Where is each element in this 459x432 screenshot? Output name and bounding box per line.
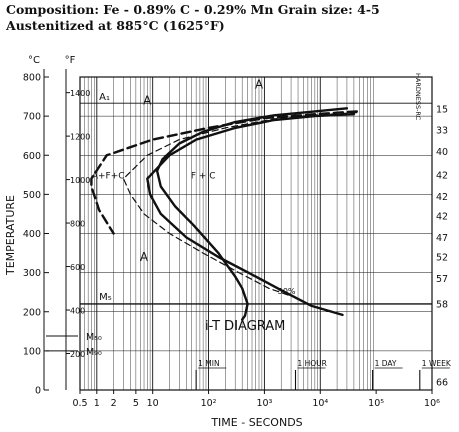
fahrenheit-tick-label: 1400 <box>70 89 90 98</box>
region-label: A <box>255 78 264 92</box>
celsius-tick-label: 600 <box>23 151 41 162</box>
celsius-tick-label: 700 <box>23 112 41 123</box>
curve-half <box>122 111 358 297</box>
fahrenheit-tick-label: 200 <box>70 350 85 359</box>
fahrenheit-tick-label: 600 <box>70 263 85 272</box>
x-tick-label: 10⁵ <box>368 398 384 409</box>
fahrenheit-tick-label: 1200 <box>70 133 90 142</box>
chart-labels: A₁ M₅ M₅₀ M₉₀ A A A+F+C F + C A 50% <box>46 78 432 358</box>
fahrenheit-tick-label: 1000 <box>70 176 90 185</box>
time-mark-label: 1 WEEK <box>422 359 452 368</box>
hardness-value: 42 <box>436 170 448 181</box>
chart-title: i-T DIAGRAM <box>205 319 285 334</box>
hardness-value: 15 <box>436 105 448 116</box>
as-label: A₁ <box>99 92 110 103</box>
region-label: A+F+C <box>92 172 125 182</box>
curve-start_ext <box>90 110 358 235</box>
hardness-value: 52 <box>436 252 448 263</box>
x-axis-label: TIME - SECONDS <box>210 416 302 429</box>
celsius-tick-label: 500 <box>23 190 41 201</box>
time-mark-label: 1 MIN <box>198 359 219 368</box>
region-label: F + C <box>191 172 216 182</box>
hardness-value: 57 <box>436 274 448 285</box>
axes: °C 0 100 200 300 400 500 600 700 800 °F 200 400 600 80… <box>23 55 452 409</box>
time-mark-label: 1 DAY <box>375 359 397 368</box>
fahrenheit-tick-label: 400 <box>70 307 85 316</box>
fahrenheit-tick-label: 800 <box>70 220 85 229</box>
x-tick-label: 10⁴ <box>312 398 328 409</box>
hardness-value: 58 <box>436 299 448 310</box>
curve-start <box>146 112 356 317</box>
x-tick-label: 10 <box>147 398 159 409</box>
x-tick-label: 1 <box>94 398 100 409</box>
time-mark-label: 1 HOUR <box>297 359 326 368</box>
celsius-unit-label: °C <box>28 55 40 66</box>
composition-line: Composition: Fe - 0.89% C - 0.29% Mn Gra… <box>6 2 380 17</box>
x-tick-label: 10² <box>201 398 217 409</box>
celsius-tick-label: 0 <box>35 386 41 397</box>
ms-label: M₅ <box>99 292 112 303</box>
hardness-value: 42 <box>436 211 448 222</box>
hardness-value: 33 <box>436 125 448 136</box>
curve-finish <box>155 107 349 321</box>
x-tick-label: 2 <box>111 398 117 409</box>
chart-header: Composition: Fe - 0.89% C - 0.29% Mn Gra… <box>6 2 456 34</box>
x-tick-label: 0.5 <box>72 398 87 409</box>
region-label: A <box>140 250 149 264</box>
celsius-tick-label: 300 <box>23 268 41 279</box>
hardness-value: 66 <box>436 378 448 389</box>
curves <box>90 107 358 321</box>
austenitized-line: Austenitized at 885°C (1625°F) <box>6 18 225 33</box>
fahrenheit-unit-label: °F <box>65 55 76 66</box>
celsius-tick-label: 800 <box>23 73 41 84</box>
region-label: 50% <box>278 287 296 296</box>
x-tick-label: 10⁶ <box>424 398 440 409</box>
x-tick-label: 5 <box>133 398 139 409</box>
hardness-axis-label: HARDNESS-RC <box>414 73 422 121</box>
region-label: A <box>143 93 152 107</box>
celsius-tick-label: 400 <box>23 229 41 240</box>
hardness-value: 40 <box>436 147 448 158</box>
x-tick-label: 10³ <box>256 398 272 409</box>
m90-label: M₉₀ <box>86 347 102 358</box>
m50-label: M₅₀ <box>86 332 102 343</box>
celsius-tick-label: 100 <box>23 346 41 357</box>
hardness-value: 42 <box>436 192 448 203</box>
y-axis-label: TEMPERATURE <box>4 195 17 276</box>
hardness-value: 47 <box>436 233 448 244</box>
celsius-tick-label: 200 <box>23 307 41 318</box>
plot-frame <box>79 76 433 391</box>
